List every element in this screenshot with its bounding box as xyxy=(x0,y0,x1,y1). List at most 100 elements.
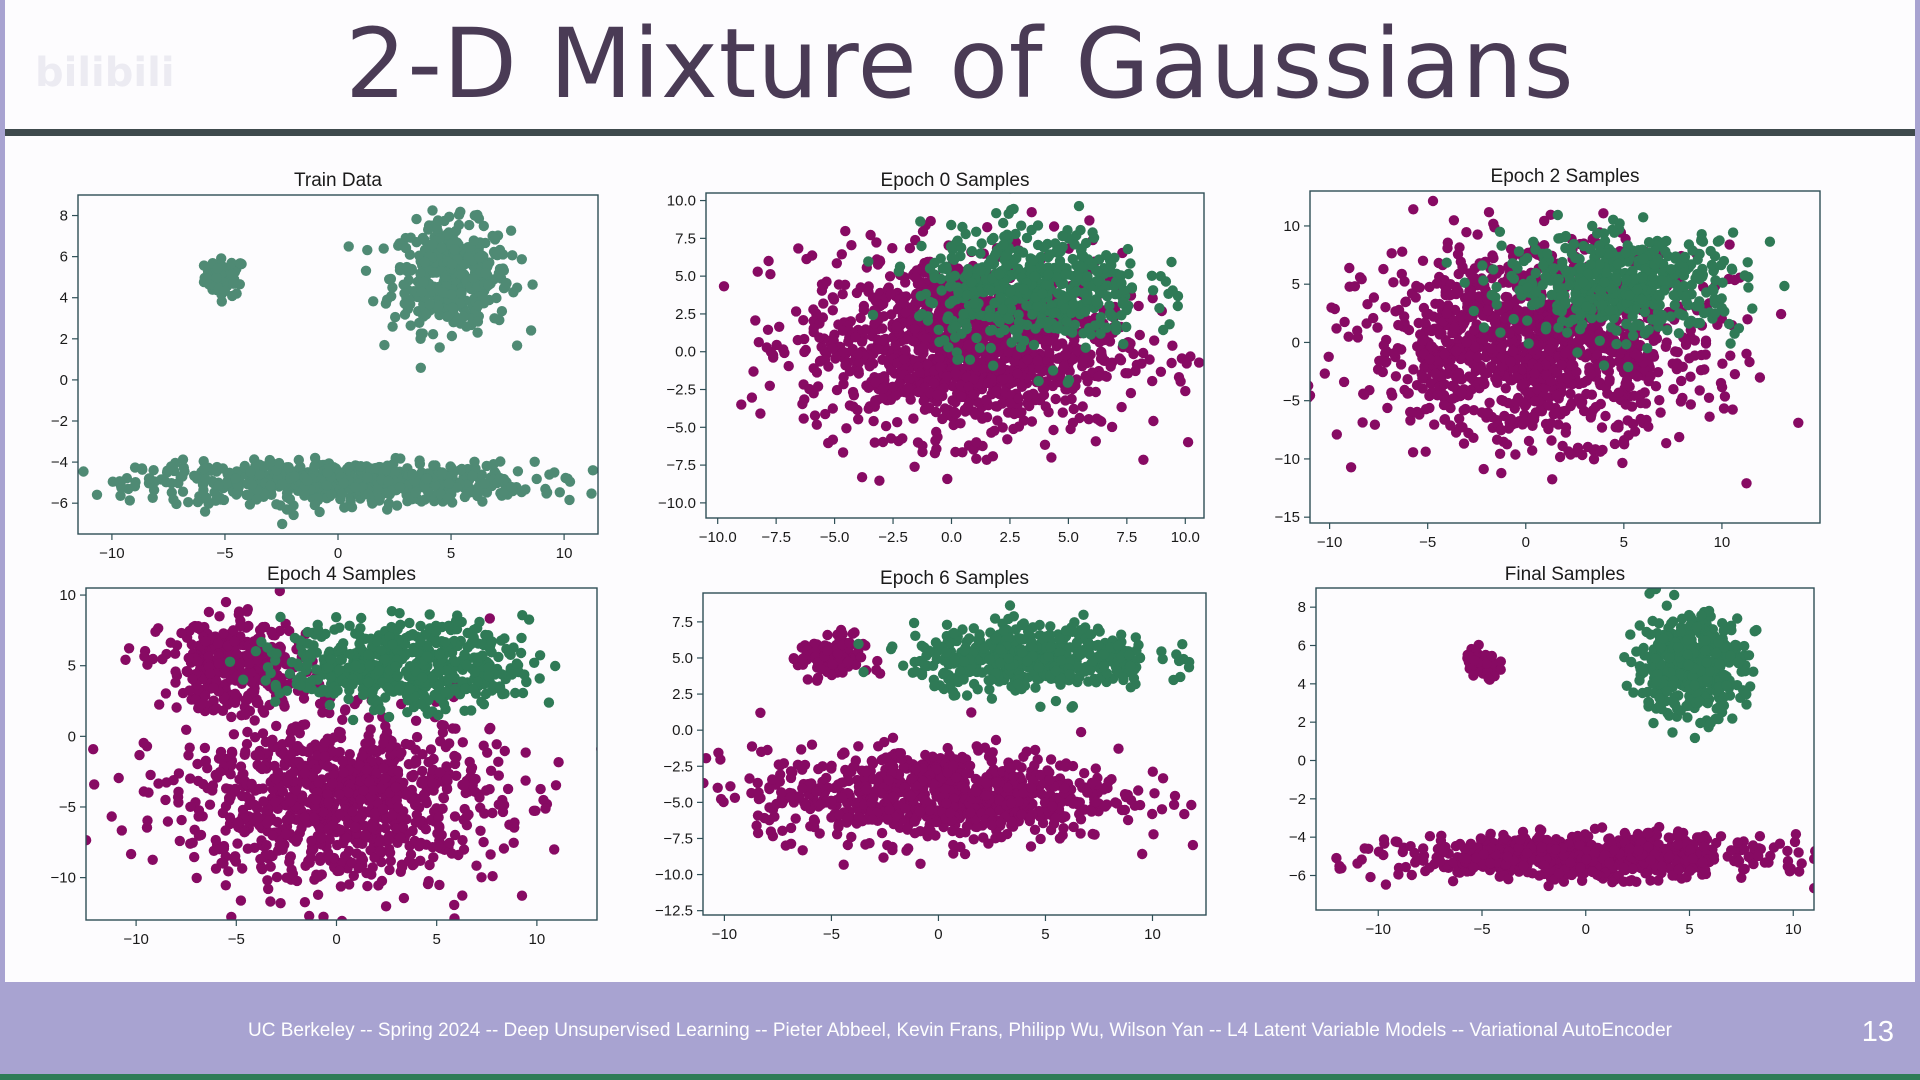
point-train xyxy=(337,488,348,499)
point-component_a xyxy=(1439,349,1450,360)
point-component_b xyxy=(976,238,987,249)
point-component_b xyxy=(1725,338,1736,349)
point-train xyxy=(228,278,239,289)
point-component_a xyxy=(1408,364,1419,375)
point-component_a xyxy=(865,229,876,241)
point-train xyxy=(148,465,159,476)
point-component_b xyxy=(1052,321,1063,332)
point-component_a xyxy=(971,453,982,464)
point-component_b xyxy=(1723,318,1735,330)
point-train xyxy=(217,463,229,474)
point-component_a xyxy=(851,287,863,299)
point-component_a xyxy=(1451,373,1463,384)
point-component_b xyxy=(863,256,874,267)
y-tick-label: 5.0 xyxy=(675,268,696,285)
point-component_a xyxy=(1048,221,1060,232)
y-tick-label: 5 xyxy=(1292,276,1300,293)
point-train xyxy=(227,269,238,280)
point-component_b xyxy=(1513,246,1525,257)
point-component_b xyxy=(1673,328,1685,339)
point-train xyxy=(430,460,441,471)
point-component_b xyxy=(1044,249,1056,260)
point-component_a xyxy=(838,346,849,358)
point-component_a xyxy=(831,258,842,269)
point-component_a xyxy=(963,339,974,351)
point-component_a xyxy=(891,321,902,332)
point-train xyxy=(379,339,390,351)
point-component_a xyxy=(1180,385,1191,397)
point-component_a xyxy=(1499,312,1511,324)
point-train xyxy=(587,465,598,476)
point-component_b xyxy=(1632,284,1643,295)
point-component_a xyxy=(1793,417,1804,428)
point-component_a xyxy=(850,332,861,343)
point-component_b xyxy=(1594,259,1605,270)
point-component_b xyxy=(1694,296,1705,307)
point-component_b xyxy=(1163,288,1174,299)
point-component_b xyxy=(1642,343,1653,354)
point-component_a xyxy=(139,651,150,662)
point-component_a xyxy=(980,394,992,406)
point-component_a xyxy=(1402,388,1413,399)
point-component_a xyxy=(1181,358,1192,369)
point-component_a xyxy=(841,423,852,434)
point-component_b xyxy=(998,217,1009,229)
point-component_a xyxy=(1742,314,1753,325)
point-train xyxy=(322,467,333,478)
point-component_b xyxy=(1686,279,1698,291)
point-component_b xyxy=(1597,299,1608,311)
point-component_a xyxy=(1147,293,1158,304)
point-train xyxy=(421,473,433,484)
point-train xyxy=(198,463,210,475)
point-component_b xyxy=(1496,240,1507,251)
point-component_a xyxy=(1044,347,1055,358)
point-component_a xyxy=(848,401,859,412)
point-train xyxy=(414,317,425,328)
point-train xyxy=(495,456,506,467)
point-component_a xyxy=(1359,389,1370,400)
y-tick-label: −2.5 xyxy=(666,382,696,399)
point-component_a xyxy=(1083,414,1095,425)
point-train xyxy=(198,260,210,271)
point-component_b xyxy=(1560,265,1571,276)
point-component_a xyxy=(1458,405,1469,416)
point-component_a xyxy=(1454,413,1465,424)
point-component_a xyxy=(1378,263,1389,275)
watermark-logo: bilibili xyxy=(35,50,175,96)
point-component_a xyxy=(963,381,974,392)
point-component_a xyxy=(1432,390,1443,401)
point-train xyxy=(442,311,453,322)
point-component_a xyxy=(797,398,808,410)
x-tick-label: 7.5 xyxy=(1116,529,1137,546)
point-component_a xyxy=(1002,434,1013,445)
point-component_b xyxy=(946,219,957,231)
point-component_b xyxy=(961,323,972,335)
point-component_a xyxy=(900,307,911,318)
point-component_a xyxy=(1563,446,1574,457)
point-train xyxy=(395,453,406,464)
point-component_a xyxy=(1741,348,1752,359)
point-component_b xyxy=(1089,320,1101,331)
point-component_a xyxy=(840,360,851,371)
point-component_a xyxy=(1704,411,1715,422)
point-train xyxy=(265,480,276,491)
point-train xyxy=(371,484,383,495)
point-train xyxy=(370,462,381,474)
point-component_a xyxy=(1441,308,1453,319)
point-component_a xyxy=(1565,388,1576,399)
point-component_a xyxy=(981,454,992,465)
point-component_b xyxy=(1441,257,1452,268)
point-component_b xyxy=(1643,237,1655,248)
point-train xyxy=(221,478,232,489)
point-component_a xyxy=(1077,401,1088,412)
slide-title: 2-D Mixture of Gaussians xyxy=(345,8,1575,120)
point-component_a xyxy=(1105,361,1116,372)
point-train xyxy=(399,298,410,309)
point-component_b xyxy=(1110,320,1122,331)
title-divider xyxy=(5,129,1915,136)
point-component_a xyxy=(1005,390,1016,401)
point-component_a xyxy=(932,389,943,401)
point-component_b xyxy=(1082,271,1093,282)
y-tick-label: −7.5 xyxy=(666,457,696,474)
point-component_a xyxy=(1175,376,1186,387)
